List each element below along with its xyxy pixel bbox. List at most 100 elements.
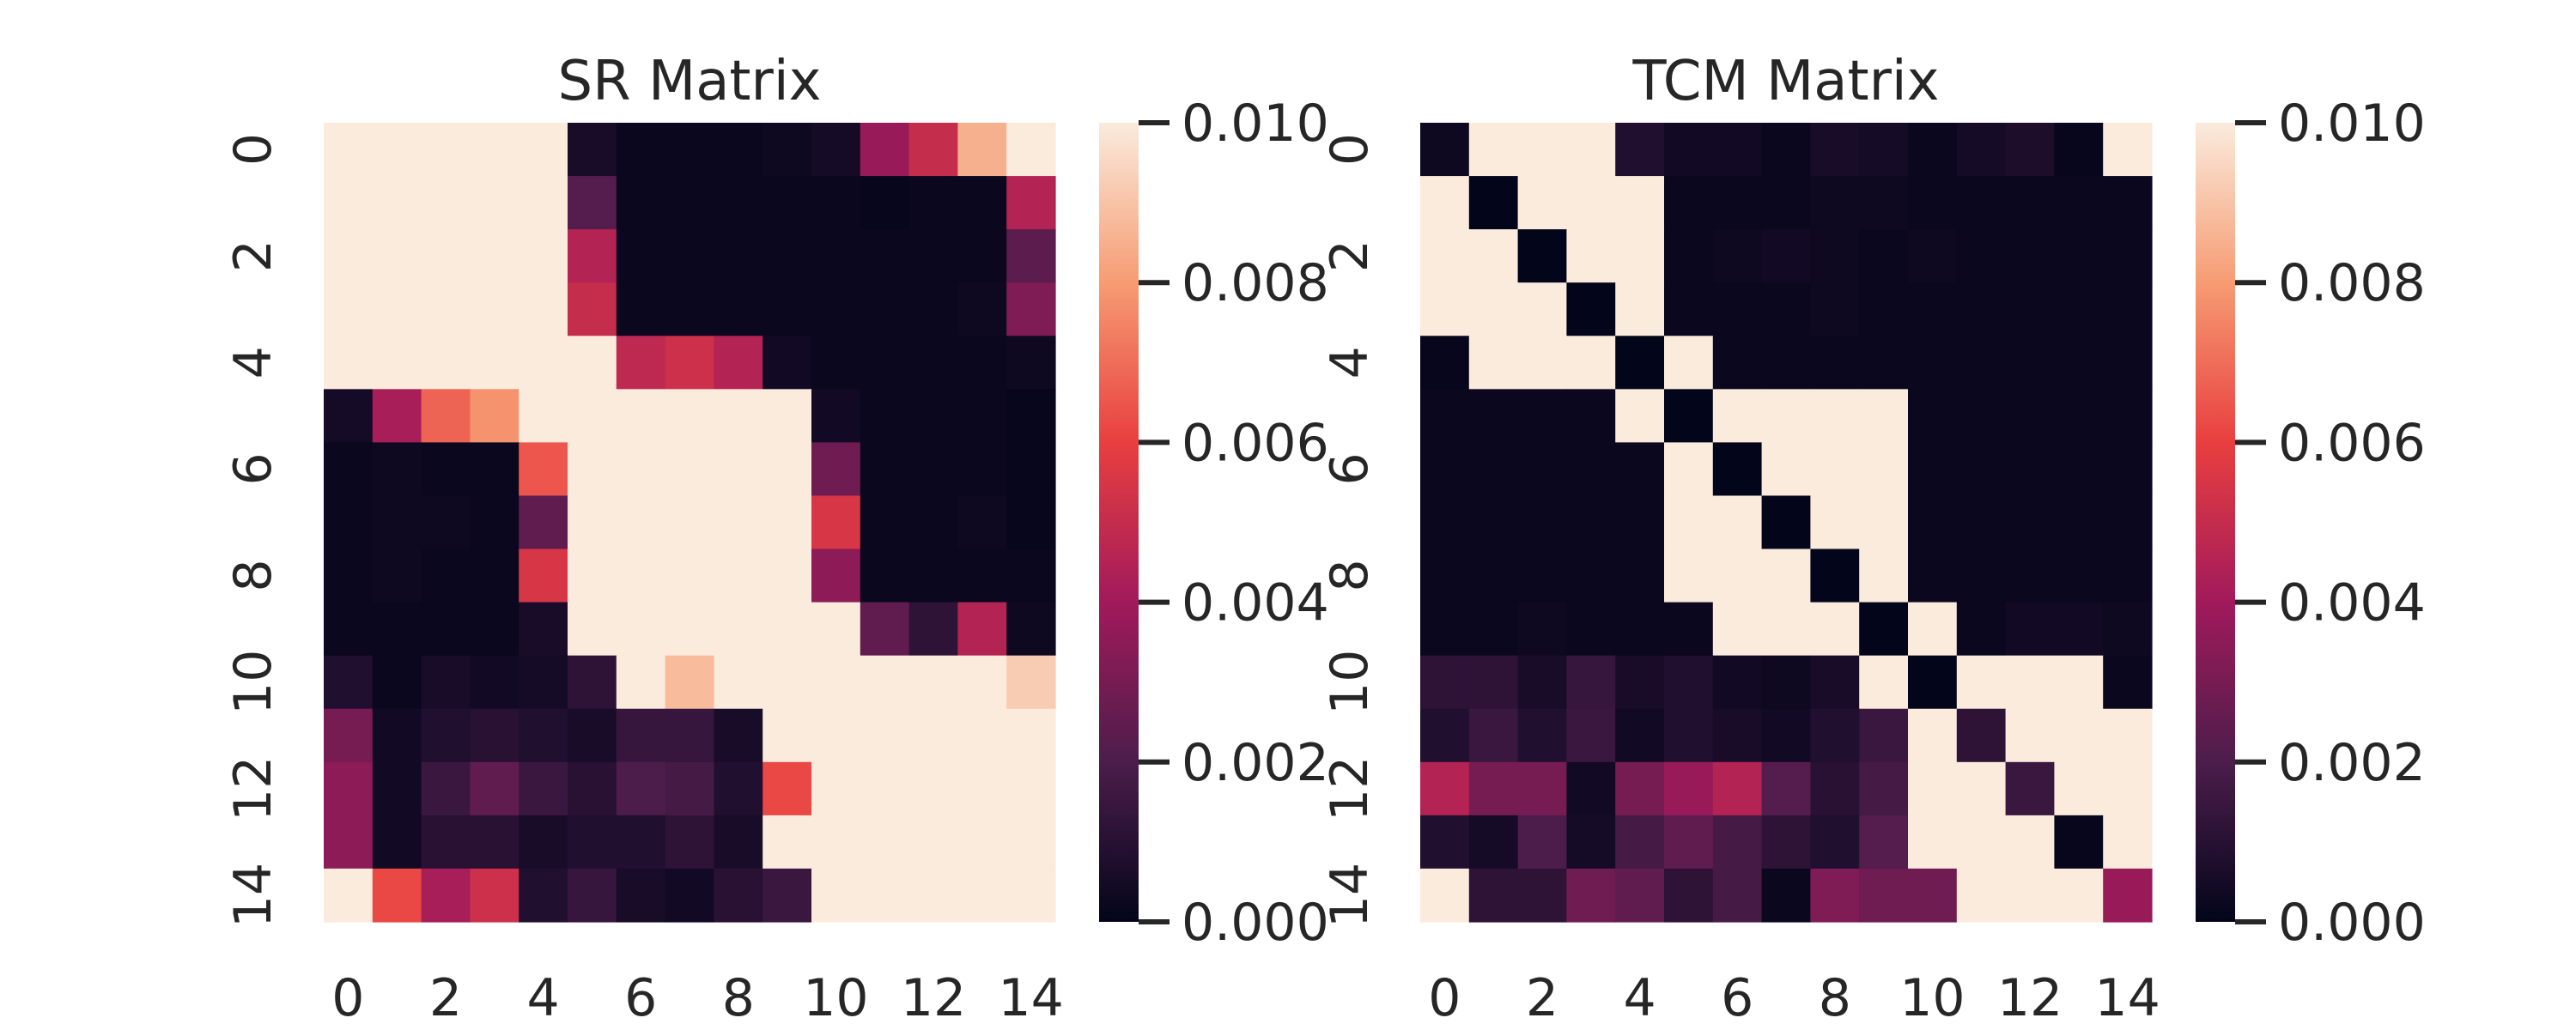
x-tick-label: 0: [331, 968, 364, 1028]
heatmap-cell: [470, 868, 519, 923]
heatmap-cell: [1810, 442, 1860, 497]
heatmap-cell: [811, 336, 861, 390]
heatmap-cell: [1712, 442, 1763, 497]
heatmap-cell: [1566, 123, 1616, 177]
heatmap-cells: [324, 123, 1056, 923]
y-axis-ticks: 0 2 4 6 8 10 12 14: [223, 133, 283, 928]
heatmap-cell: [665, 868, 714, 923]
heatmap-cell: [2005, 495, 2055, 550]
heatmap-cell: [2103, 495, 2153, 550]
heatmap-cell: [372, 123, 422, 177]
heatmap-cell: [957, 761, 1007, 816]
heatmap-cell: [568, 868, 617, 923]
heatmap-cell: [1859, 282, 1909, 336]
heatmap-cell: [811, 123, 861, 177]
colorbar-tick-label: 0.006: [2278, 413, 2426, 473]
heatmap-cell: [1761, 761, 1811, 816]
heatmap-cell: [714, 761, 763, 816]
heatmap-cell: [1468, 336, 1519, 390]
heatmap-cell: [1006, 123, 1056, 177]
heatmap-cell: [762, 708, 812, 763]
heatmap-cell: [762, 868, 812, 923]
heatmap-cell: [1859, 548, 1909, 603]
heatmap-cell: [1761, 495, 1811, 550]
heatmap-cell: [372, 495, 422, 550]
colorbar-tick-label: 0.002: [2278, 733, 2426, 793]
heatmap-cell: [714, 176, 763, 230]
heatmap-cell: [568, 123, 617, 177]
heatmap-cell: [1615, 868, 1665, 923]
heatmap-cell: [470, 389, 519, 443]
heatmap-cell: [860, 548, 910, 603]
x-axis-ticks: 0 2 4 6 8 10 12 14: [1428, 968, 2160, 1028]
heatmap-cell: [1006, 389, 1056, 443]
heatmap-cell: [1420, 282, 1470, 336]
heatmap-cell: [860, 761, 910, 816]
heatmap-cell: [616, 389, 666, 443]
heatmap-cell: [1761, 602, 1811, 657]
heatmap-cell: [1566, 655, 1616, 710]
heatmap-cell: [1006, 442, 1056, 497]
heatmap-cell: [2054, 815, 2104, 869]
heatmap-cell: [1908, 229, 1958, 283]
heatmap-cell: [1006, 336, 1056, 390]
heatmap-cell: [372, 176, 422, 230]
heatmap-cell: [1956, 229, 2007, 283]
heatmap-cell: [372, 336, 422, 390]
heatmap-cell: [665, 229, 714, 283]
heatmap-cell: [860, 868, 910, 923]
x-tick-label: 2: [1526, 968, 1558, 1028]
heatmap-cell: [470, 442, 519, 497]
heatmap-cell: [811, 708, 861, 763]
heatmap-cell: [1615, 336, 1665, 390]
heatmap-cell: [762, 123, 812, 177]
heatmap-cell: [762, 336, 812, 390]
heatmap-cell: [762, 495, 812, 550]
heatmap-cell: [908, 495, 958, 550]
colorbar-tick-label: 0.000: [1182, 893, 1329, 953]
heatmap-cell: [957, 602, 1007, 657]
heatmap-cell: [957, 176, 1007, 230]
heatmap-cell: [1908, 336, 1958, 390]
heatmap-cell: [762, 282, 812, 336]
heatmap-cell: [421, 442, 471, 497]
heatmap-cell: [324, 282, 374, 336]
y-tick-label: 4: [1320, 346, 1380, 379]
heatmap-cell: [1420, 336, 1470, 390]
heatmap-cell: [421, 655, 471, 710]
heatmap-cell: [908, 868, 958, 923]
colorbar-tick-label: 0.002: [1182, 733, 1329, 793]
heatmap-cell: [1761, 229, 1811, 283]
heatmap-cell: [470, 548, 519, 603]
y-tick-label: 12: [223, 756, 283, 821]
heatmap-cell: [2054, 442, 2104, 497]
heatmap-cell: [908, 655, 958, 710]
heatmap-cell: [1908, 868, 1958, 923]
heatmap-cell: [1006, 655, 1056, 710]
heatmap-cell: [957, 495, 1007, 550]
heatmap-cell: [957, 548, 1007, 603]
heatmap-cell: [470, 761, 519, 816]
heatmap-cell: [519, 868, 568, 923]
heatmap-cell: [1859, 868, 1909, 923]
heatmap-cell: [1810, 389, 1860, 443]
heatmap-cell: [1566, 602, 1616, 657]
heatmap-cell: [519, 708, 568, 763]
x-tick-label: 14: [998, 968, 1063, 1028]
heatmap-cell: [1956, 123, 2007, 177]
heatmap-cell: [860, 495, 910, 550]
heatmap-cell: [1956, 176, 2007, 230]
heatmap-cell: [372, 815, 422, 869]
heatmap-cell: [860, 336, 910, 390]
heatmap-cell: [1420, 176, 1470, 230]
heatmap-cell: [1664, 868, 1714, 923]
heatmap-cell: [1908, 815, 1958, 869]
heatmap-cell: [2054, 123, 2104, 177]
heatmap-cell: [1615, 229, 1665, 283]
heatmap-cell: [1712, 336, 1763, 390]
heatmap-cell: [1810, 761, 1860, 816]
heatmap-cell: [1420, 655, 1470, 710]
heatmap-cell: [714, 495, 763, 550]
heatmap-cell: [2103, 123, 2153, 177]
heatmap-cell: [1908, 176, 1958, 230]
